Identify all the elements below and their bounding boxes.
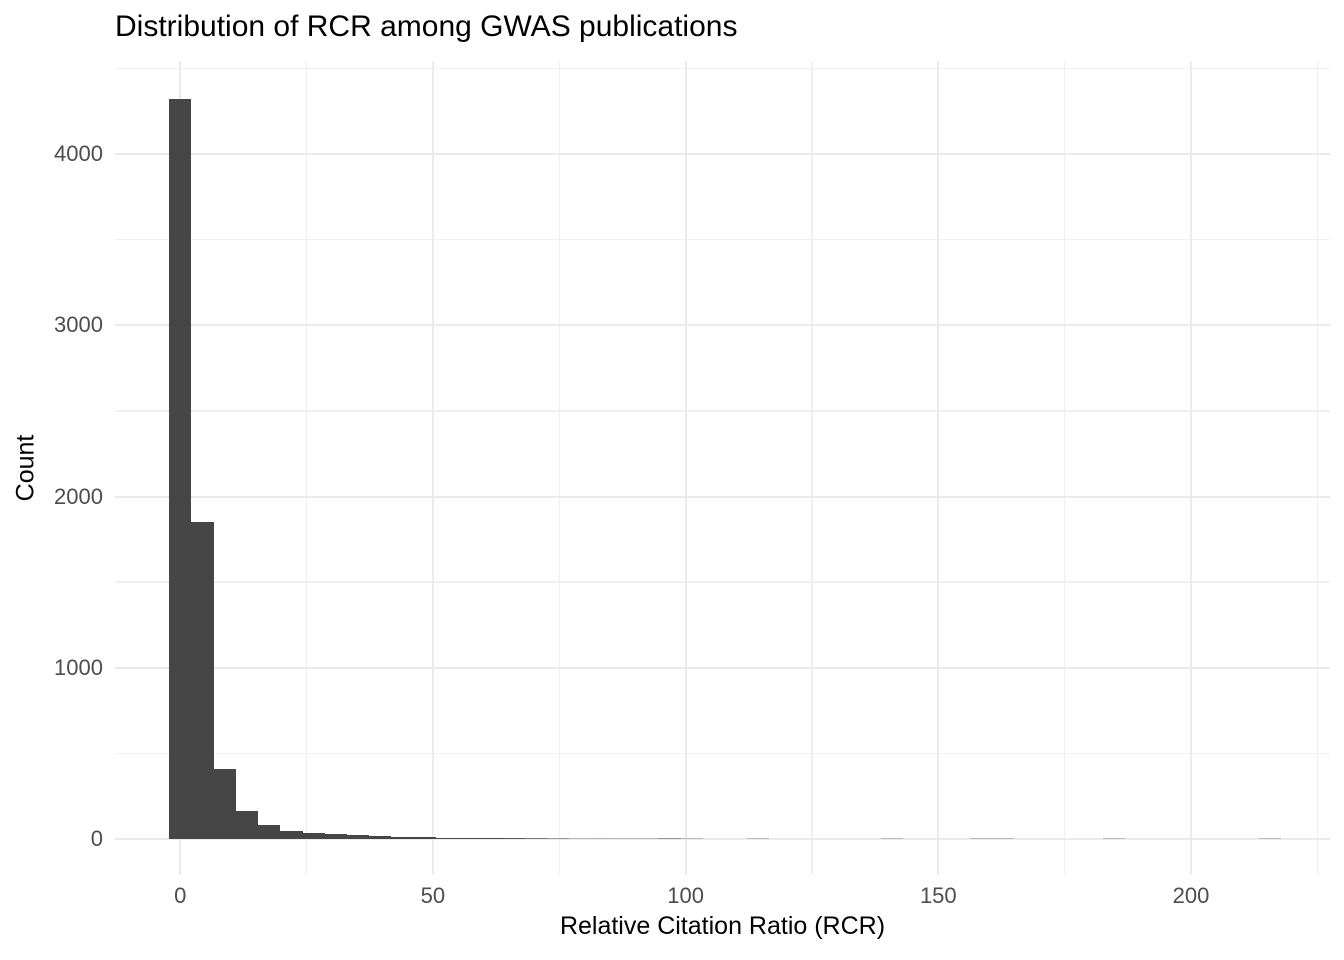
histogram-bar xyxy=(280,830,303,840)
histogram-bar xyxy=(369,836,392,840)
x-tick-label: 100 xyxy=(667,883,704,908)
v-gridline xyxy=(1190,61,1192,875)
plot-title: Distribution of RCR among GWAS publicati… xyxy=(115,10,738,43)
y-tick-label: 2000 xyxy=(54,483,103,509)
v-gridline xyxy=(937,61,940,875)
h-gridline xyxy=(115,324,1330,327)
h-gridline xyxy=(115,238,1330,241)
y-tick-label: 1000 xyxy=(54,654,103,680)
v-gridline xyxy=(305,61,308,875)
histogram-bar xyxy=(636,838,659,840)
histogram-bar xyxy=(591,838,614,840)
v-gridline xyxy=(811,61,813,875)
histogram-bar xyxy=(169,98,192,840)
x-tick-label: 200 xyxy=(1172,883,1210,908)
x-tick-label: 150 xyxy=(919,883,957,908)
h-gridline xyxy=(115,410,1330,412)
histogram-bar xyxy=(524,838,548,840)
histogram-bar xyxy=(191,522,214,840)
histogram-bar xyxy=(969,838,992,840)
histogram-bar xyxy=(680,838,703,840)
histogram-bar xyxy=(1258,838,1281,840)
histogram-bar xyxy=(547,838,570,840)
h-gridline xyxy=(115,495,1330,498)
h-gridline xyxy=(115,838,1330,840)
histogram-bar xyxy=(658,838,681,840)
histogram-bar xyxy=(324,834,347,840)
histogram-bar xyxy=(502,838,525,840)
y-tick-label: 3000 xyxy=(54,312,103,338)
y-tick-label: 0 xyxy=(90,826,103,851)
histogram-bar xyxy=(458,837,481,840)
v-gridline xyxy=(1316,61,1319,875)
h-gridline xyxy=(115,752,1330,755)
x-axis-title: Relative Citation Ratio (RCR) xyxy=(559,912,886,940)
y-tick-label: 4000 xyxy=(54,141,103,166)
histogram-bar xyxy=(747,838,770,840)
x-tick-label: 50 xyxy=(420,883,446,908)
histogram-bar xyxy=(413,837,436,840)
histogram-bar xyxy=(302,832,325,840)
histogram-bar xyxy=(613,838,637,840)
h-gridline xyxy=(115,67,1330,70)
histogram-bar xyxy=(1103,838,1126,840)
histogram-bar xyxy=(480,838,503,840)
plot-panel xyxy=(115,61,1330,875)
histogram-bar xyxy=(391,836,414,840)
v-gridline xyxy=(684,61,687,875)
histogram-bar xyxy=(991,838,1015,840)
v-gridline xyxy=(558,61,560,875)
v-gridline xyxy=(431,61,434,875)
histogram-bar xyxy=(880,838,903,840)
histogram-bar xyxy=(258,824,281,840)
histogram-bar xyxy=(569,838,592,840)
v-gridline xyxy=(1063,61,1066,875)
histogram-bar xyxy=(346,835,370,840)
histogram-bar xyxy=(213,768,236,840)
h-gridline xyxy=(115,153,1330,155)
x-tick-label: 0 xyxy=(174,883,187,908)
h-gridline xyxy=(115,581,1330,583)
histogram-bar xyxy=(235,810,259,840)
h-gridline xyxy=(115,666,1330,669)
histogram-bar xyxy=(435,837,459,840)
